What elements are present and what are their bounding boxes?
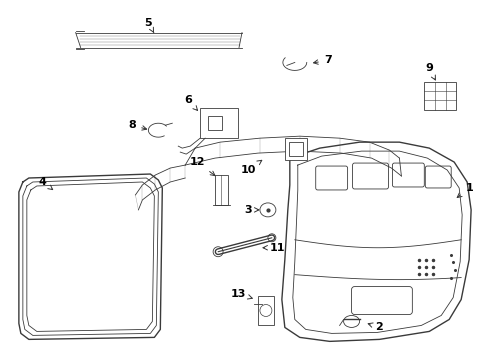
Text: 1: 1 [456,183,472,198]
Text: 4: 4 [39,177,53,190]
Text: 10: 10 [240,160,261,175]
Text: 13: 13 [230,289,252,299]
Bar [200,108,238,138]
Bar [424,82,455,110]
Text: 11: 11 [263,243,285,253]
Text: 5: 5 [144,18,154,33]
Text: 2: 2 [367,323,383,332]
Bar [258,296,273,325]
Text: 12: 12 [189,157,215,176]
Text: 7: 7 [313,55,331,66]
Bar [288,142,302,156]
Bar [208,116,222,130]
Bar [215,175,227,205]
Bar [285,138,306,160]
Text: 6: 6 [184,95,197,111]
Text: 3: 3 [244,205,258,215]
Text: 8: 8 [128,120,146,130]
Text: 9: 9 [425,63,434,80]
